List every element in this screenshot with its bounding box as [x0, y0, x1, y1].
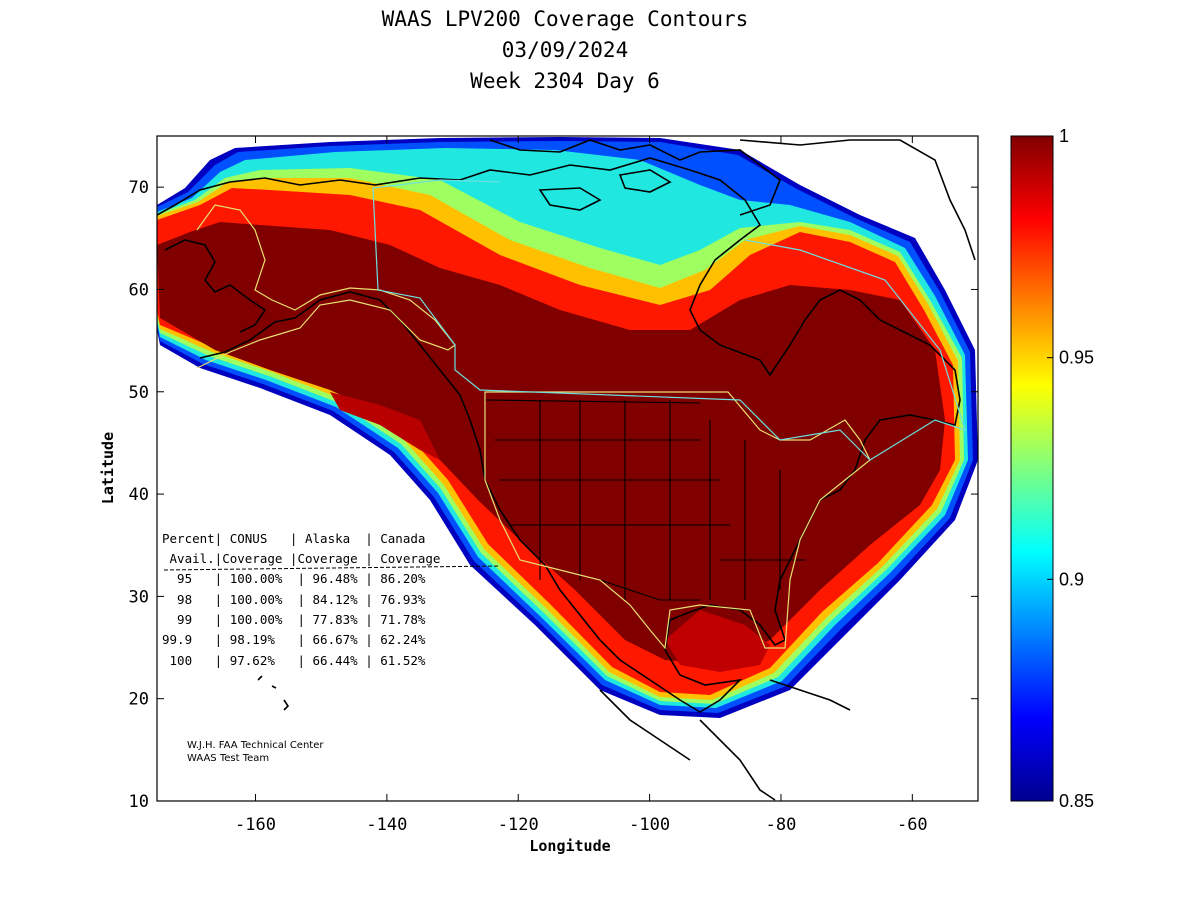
- y-axis-ticks: 10 20 30 40 50 60 70: [129, 178, 978, 812]
- x-axis-label: Longitude: [529, 837, 610, 855]
- table-row: 95 | 100.00% | 96.48% | 86.20%: [162, 571, 426, 586]
- credit-line1: W.J.H. FAA Technical Center: [187, 740, 324, 751]
- y-tick-label: 40: [129, 485, 149, 505]
- chart-title: WAAS LPV200 Coverage Contours: [382, 7, 749, 31]
- availability-table: Percent| CONUS | Alaska | Canada Avail.|…: [162, 531, 501, 668]
- chart-date: 03/09/2024: [502, 38, 628, 62]
- coverage-contours: [157, 137, 978, 801]
- table-row: 99 | 100.00% | 77.83% | 71.78%: [162, 612, 426, 627]
- colorbar: [1010, 135, 1054, 802]
- x-axis-ticks: -160 -140 -120 -100 -80 -60: [235, 136, 928, 835]
- colorbar-tick-label: 1: [1059, 126, 1069, 146]
- x-tick-label: -60: [897, 815, 928, 835]
- colorbar-tick-label: 0.9: [1059, 569, 1084, 589]
- contour-pocket-west: [330, 392, 440, 460]
- credit-line2: WAAS Test Team: [187, 753, 269, 764]
- x-tick-label: -80: [766, 815, 797, 835]
- table-row: 99.9 | 98.19% | 66.67% | 62.24%: [162, 632, 426, 647]
- us-state-borders: [484, 399, 805, 601]
- contour-pocket-gulf: [665, 610, 770, 672]
- y-tick-label: 20: [129, 690, 149, 710]
- y-tick-label: 70: [129, 178, 149, 198]
- table-header-row1: Percent| CONUS | Alaska | Canada: [162, 531, 425, 546]
- y-tick-label: 50: [129, 383, 149, 403]
- contour-band-100: [157, 222, 945, 665]
- x-tick-label: -140: [366, 815, 407, 835]
- y-tick-label: 30: [129, 587, 149, 607]
- coastlines: [157, 139, 976, 801]
- y-tick-label: 60: [129, 280, 149, 300]
- service-volume-outlines: [196, 179, 966, 650]
- colorbar-tick-label: 0.85: [1059, 791, 1094, 811]
- colorbar-ticks: 1 0.95 0.9 0.85: [1047, 126, 1094, 811]
- colorbar-tick-label: 0.95: [1059, 348, 1094, 368]
- table-row: 98 | 100.00% | 84.12% | 76.93%: [162, 592, 426, 607]
- chart-week-day: Week 2304 Day 6: [470, 69, 660, 93]
- table-separator: [163, 565, 501, 571]
- x-tick-label: -160: [235, 815, 276, 835]
- y-tick-label: 10: [129, 792, 149, 812]
- y-axis-label: Latitude: [99, 432, 117, 504]
- table-row: 100 | 97.62% | 66.44% | 61.52%: [162, 653, 426, 668]
- x-tick-label: -100: [629, 815, 670, 835]
- x-tick-label: -120: [498, 815, 539, 835]
- plot-frame: [156, 135, 979, 802]
- table-header-row2: Avail.|Coverage |Coverage | Coverage: [162, 551, 440, 566]
